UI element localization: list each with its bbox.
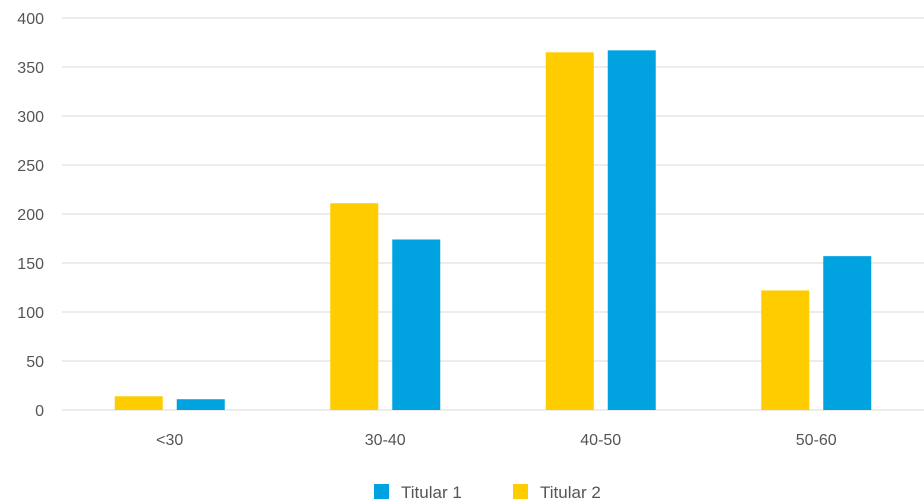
gridlines xyxy=(62,17,924,411)
x-tick-label: <30 xyxy=(156,432,183,449)
bar-titular-2-1 xyxy=(330,203,379,410)
x-tick-label: 40-50 xyxy=(580,432,621,449)
bars xyxy=(114,50,872,411)
y-tick-label: 0 xyxy=(35,403,44,420)
y-tick-label: 200 xyxy=(17,207,44,224)
legend: Titular 1 Titular 2 xyxy=(374,483,601,502)
legend-swatch xyxy=(513,484,528,499)
y-tick-label: 350 xyxy=(17,60,44,77)
y-tick-label: 400 xyxy=(17,11,44,28)
x-axis-ticks: <30 30-40 40-50 50-60 xyxy=(156,432,837,449)
x-tick-label: 30-40 xyxy=(365,432,406,449)
y-tick-label: 100 xyxy=(17,305,44,322)
legend-label: Titular 1 xyxy=(401,483,462,502)
y-tick-label: 300 xyxy=(17,109,44,126)
y-tick-label: 250 xyxy=(17,158,44,175)
bar-titular-2-3 xyxy=(761,290,810,410)
bar-titular-2-0 xyxy=(114,396,163,410)
bar-titular-1-0 xyxy=(176,399,225,410)
y-axis-ticks: 0 50 100 150 200 250 300 350 400 xyxy=(17,11,44,420)
bar-titular-1-1 xyxy=(392,239,441,410)
y-tick-label: 150 xyxy=(17,256,44,273)
legend-label: Titular 2 xyxy=(540,483,601,502)
bar-titular-1-2 xyxy=(607,50,656,411)
bar-titular-2-2 xyxy=(545,52,594,411)
y-tick-label: 50 xyxy=(26,354,44,371)
bar-titular-1-3 xyxy=(823,256,872,410)
legend-swatch xyxy=(374,484,389,499)
x-tick-label: 50-60 xyxy=(796,432,837,449)
